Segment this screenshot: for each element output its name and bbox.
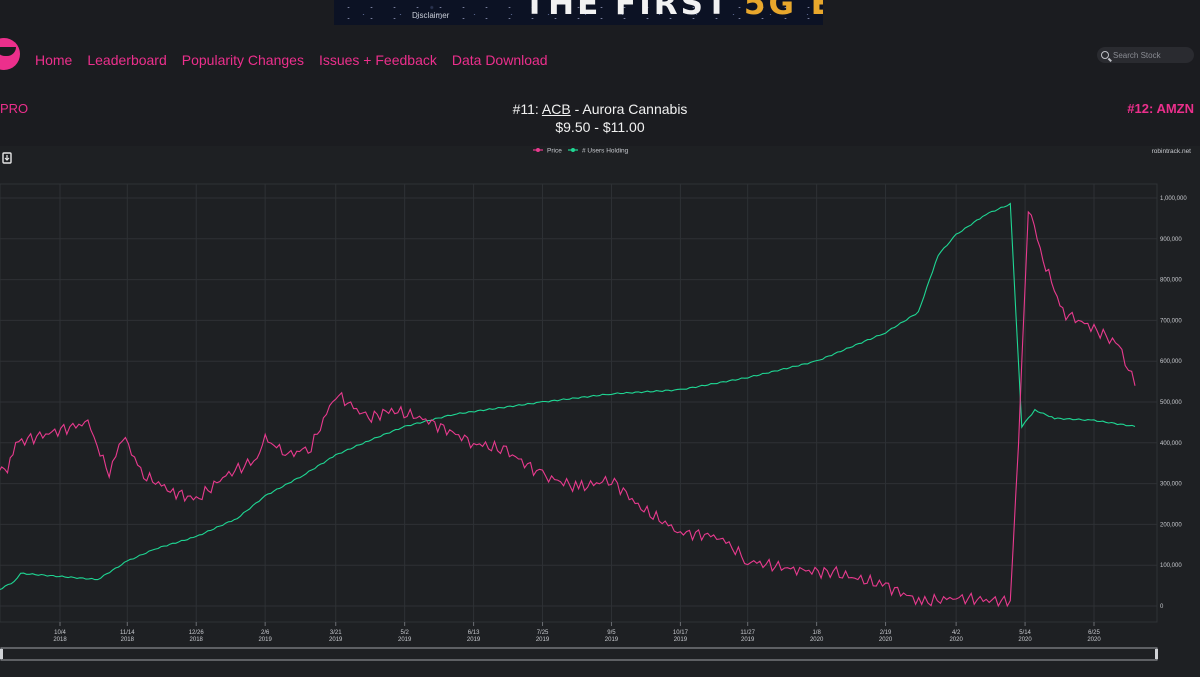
y-axis: 1,000,000 900,000 800,000 700,000 600,000 500… — [1160, 196, 1187, 610]
y-tick-label: 500,000 — [1160, 400, 1182, 406]
series-lines — [0, 202, 1136, 608]
x-tick-year: 2020 — [1087, 637, 1101, 643]
x-tick-label: 11/27 — [740, 630, 755, 636]
x-tick-year: 2019 — [398, 637, 412, 643]
x-tick-label: 7/25 — [537, 630, 549, 636]
nav-home[interactable]: Home — [35, 52, 73, 68]
range-slider[interactable] — [0, 647, 1158, 661]
price-series-line[interactable] — [0, 210, 1136, 608]
prev-stock-link[interactable]: PRO — [0, 101, 29, 116]
chart-legend: Price # Users Holding — [533, 148, 629, 155]
ad-banner[interactable]: Disclaimer THE FIRST 5G ETF — [334, 0, 823, 25]
x-tick-year: 2019 — [605, 637, 619, 643]
main-nav: Home Leaderboard Popularity Changes Issu… — [35, 52, 548, 68]
x-tick-label: 9/5 — [607, 630, 616, 636]
banner-headline-accent: 5G ETF — [743, 0, 823, 22]
company-name: - Aurora Cannabis — [570, 101, 688, 117]
x-tick-label: 3/21 — [330, 630, 342, 636]
banner-headline: THE FIRST 5G ETF — [524, 0, 823, 22]
search-box[interactable] — [1097, 47, 1194, 63]
x-tick-year: 2019 — [536, 637, 550, 643]
x-tick-label: 10/4 — [54, 630, 66, 636]
x-tick-label: 10/17 — [673, 630, 689, 636]
banner-headline-main: THE FIRST — [524, 0, 731, 22]
y-tick-label: 300,000 — [1160, 482, 1182, 488]
legend-marker — [571, 148, 575, 152]
search-input[interactable] — [1113, 50, 1193, 60]
x-tick-year: 2019 — [258, 637, 272, 643]
x-tick-year: 2020 — [879, 637, 893, 643]
x-tick-year: 2019 — [741, 637, 755, 643]
y-tick-label: 800,000 — [1160, 278, 1182, 284]
range-slider-handle-left[interactable] — [0, 649, 3, 659]
next-stock-link[interactable]: #12: AMZN — [1127, 101, 1194, 116]
x-tick-label: 5/2 — [400, 630, 409, 636]
nav-leaderboard[interactable]: Leaderboard — [87, 52, 167, 68]
legend-item[interactable]: # Users Holding — [582, 148, 629, 155]
x-tick-label: 6/25 — [1088, 630, 1100, 636]
file-download-icon[interactable] — [2, 152, 12, 164]
stock-title: #11: ACB - Aurora Cannabis — [400, 101, 800, 117]
legend-marker — [536, 148, 540, 152]
y-tick-label: 600,000 — [1160, 359, 1182, 365]
ticker-link[interactable]: ACB — [541, 101, 571, 117]
y-tick-label: 1,000,000 — [1160, 196, 1187, 202]
x-tick-year: 2020 — [949, 637, 963, 643]
y-tick-label: 200,000 — [1160, 522, 1182, 528]
y-tick-label: 100,000 — [1160, 563, 1182, 569]
chart-grid — [0, 183, 1158, 626]
x-tick-label: 11/14 — [120, 630, 135, 636]
range-slider-handle-right[interactable] — [1155, 649, 1158, 659]
x-tick-label: 2/6 — [261, 630, 270, 636]
banner-stars — [334, 0, 823, 25]
y-tick-label: 900,000 — [1160, 237, 1182, 243]
y-tick-label: 700,000 — [1160, 318, 1182, 324]
x-tick-year: 2018 — [53, 637, 67, 643]
price-range: $9.50 - $11.00 — [555, 119, 645, 135]
y-tick-label: 400,000 — [1160, 441, 1182, 447]
legend-item[interactable]: Price — [547, 148, 562, 155]
x-tick-label: 4/2 — [952, 630, 961, 636]
x-tick-year: 2019 — [329, 637, 343, 643]
search-icon — [1101, 51, 1109, 59]
nav-issues-feedback[interactable]: Issues + Feedback — [318, 52, 437, 68]
y-tick-label: 0 — [1160, 604, 1164, 610]
banner-disclaimer[interactable]: Disclaimer — [412, 11, 450, 20]
x-axis: 10/4201811/14201812/2620182/620193/21201… — [53, 630, 1101, 643]
rank-label: #11: — [512, 101, 539, 117]
users-series-line[interactable] — [0, 202, 1136, 598]
x-tick-year: 2020 — [1018, 637, 1032, 643]
logo-icon[interactable] — [0, 38, 20, 70]
x-tick-label: 12/26 — [189, 630, 205, 636]
x-tick-year: 2020 — [810, 637, 824, 643]
nav-data-download[interactable]: Data Download — [451, 52, 548, 68]
x-tick-label: 1/8 — [812, 630, 821, 636]
x-tick-label: 5/14 — [1019, 630, 1031, 636]
x-tick-year: 2018 — [121, 637, 135, 643]
chart-area[interactable]: Price # Users Holding robintrack.net 1,00… — [0, 146, 1200, 677]
range-slider-track[interactable] — [0, 647, 1158, 661]
chart-watermark: robintrack.net — [1152, 148, 1192, 155]
nav-popularity-changes[interactable]: Popularity Changes — [181, 52, 304, 68]
x-tick-year: 2019 — [674, 637, 688, 643]
x-tick-year: 2019 — [467, 637, 481, 643]
x-tick-label: 2/19 — [880, 630, 892, 636]
x-tick-year: 2018 — [190, 637, 204, 643]
x-tick-label: 6/13 — [468, 630, 480, 636]
popularity-chart[interactable]: Price # Users Holding robintrack.net 1,00… — [0, 146, 1200, 677]
